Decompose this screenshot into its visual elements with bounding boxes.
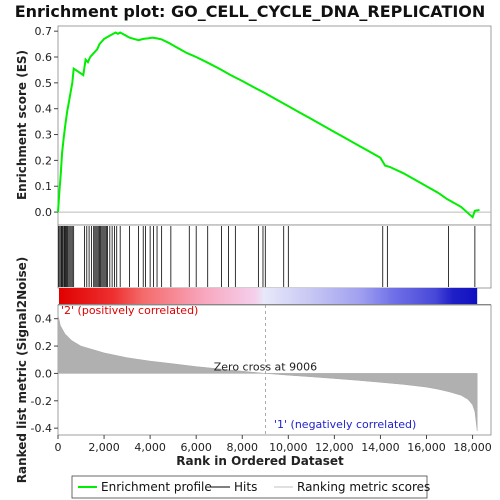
x-tick-label: 16,000	[407, 441, 446, 454]
es-plot-frame	[57, 25, 492, 226]
x-tick-label: 4,000	[134, 441, 166, 454]
es-tick-label: 0.5	[35, 77, 53, 90]
es-tick-label: 0.4	[35, 103, 53, 116]
positive-correlation-label: '2' (positively correlated)	[61, 304, 198, 317]
metric-tick-label: 0.4	[35, 313, 53, 326]
legend-item-metric: Ranking metric scores	[297, 480, 430, 494]
x-tick-label: 0	[55, 441, 62, 454]
x-tick-label: 10,000	[269, 441, 308, 454]
x-axis-label: Rank in Ordered Dataset	[176, 454, 344, 468]
es-tick-label: 0.2	[35, 154, 53, 167]
chart-title: Enrichment plot: GO_CELL_CYCLE_DNA_REPLI…	[15, 2, 486, 21]
metric-tick-label: -0.2	[31, 395, 52, 408]
es-tick-label: 0.1	[35, 180, 53, 193]
negative-correlation-label: '1' (negatively correlated)	[274, 418, 416, 431]
es-axis-ticks: 0.0 0.1 0.2 0.3 0.4 0.5 0.6 0.7	[35, 25, 58, 219]
x-tick-label: 6,000	[180, 441, 212, 454]
x-axis: 0 2,000 4,000 6,000 8,000 10,000 12,000 14,000 1…	[55, 435, 492, 454]
enrichment-profile-line	[57, 31, 480, 219]
metric-axis-ticks: 0.4 0.2 0.0 -0.2 -0.4	[31, 313, 58, 435]
hits-panel	[57, 224, 492, 289]
x-tick-label: 12,000	[315, 441, 354, 454]
x-tick-label: 18,000	[453, 441, 492, 454]
es-panel: 0.0 0.1 0.2 0.3 0.4 0.5 0.6 0.7 Enrichment scor…	[15, 25, 492, 226]
metric-panel: 0.4 0.2 0.0 -0.2 -0.4 Zero cross at 9006 '2'…	[15, 257, 492, 484]
es-tick-label: 0.6	[35, 51, 53, 64]
es-tick-label: 0.0	[35, 206, 53, 219]
es-axis-label: Enrichment score (ES)	[15, 50, 29, 200]
x-tick-label: 14,000	[361, 441, 400, 454]
rank-color-bar	[58, 288, 491, 305]
es-tick-label: 0.7	[35, 25, 53, 38]
legend-item-profile: Enrichment profile	[101, 480, 212, 494]
hits-frame	[57, 224, 492, 289]
legend-box	[71, 475, 428, 499]
legend-item-hits: Hits	[234, 480, 257, 494]
bar-bottom-edge	[58, 304, 491, 305]
zero-cross-label: Zero cross at 9006	[214, 360, 317, 373]
metric-tick-label: 0.0	[35, 367, 53, 380]
hit-lines	[58, 226, 476, 287]
metric-tick-label: 0.2	[35, 340, 53, 353]
metric-axis-label: Ranked list metric (Signal2Noise)	[15, 257, 29, 484]
x-tick-label: 8,000	[227, 441, 259, 454]
legend: Enrichment profile Hits Ranking metric s…	[71, 475, 430, 499]
x-tick-label: 2,000	[88, 441, 120, 454]
ranking-metric-area	[57, 314, 478, 431]
es-tick-label: 0.3	[35, 129, 53, 142]
metric-tick-label: -0.4	[31, 422, 52, 435]
rank-gradient-bar	[59, 288, 478, 304]
